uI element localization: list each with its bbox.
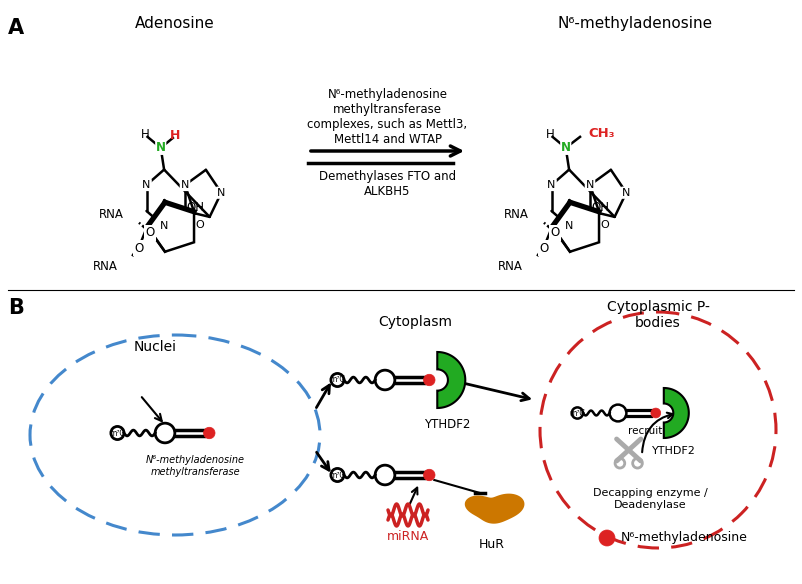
Text: YTHDF2: YTHDF2: [424, 418, 471, 431]
Text: Cytoplasmic P-
bodies: Cytoplasmic P- bodies: [606, 300, 710, 330]
Text: H: H: [141, 128, 150, 141]
Text: RNA: RNA: [92, 259, 117, 273]
Text: RNA: RNA: [504, 208, 529, 221]
Polygon shape: [465, 493, 525, 524]
Text: N: N: [142, 180, 151, 190]
Text: OH: OH: [186, 201, 204, 214]
Text: m⁷G: m⁷G: [330, 376, 346, 384]
Circle shape: [423, 470, 435, 481]
Text: O: O: [540, 242, 549, 255]
Text: N⁶-methyladenosine
methyltransferase: N⁶-methyladenosine methyltransferase: [145, 455, 245, 477]
Text: O: O: [145, 226, 155, 239]
Circle shape: [651, 408, 661, 418]
Text: N⁶-methyladenosine
methyltransferase
complexes, such as Mettl3,
Mettl14 and WTAP: N⁶-methyladenosine methyltransferase com…: [307, 88, 468, 146]
Text: RNA: RNA: [99, 208, 124, 221]
Text: m⁷G: m⁷G: [569, 408, 585, 418]
Circle shape: [423, 374, 435, 386]
Polygon shape: [147, 202, 194, 252]
Polygon shape: [664, 388, 689, 438]
Text: Nuclei: Nuclei: [133, 340, 176, 354]
Text: N: N: [160, 221, 168, 231]
Text: Cytoplasm: Cytoplasm: [378, 315, 452, 329]
Text: A: A: [8, 18, 24, 38]
Text: N⁶-methyladenosine: N⁶-methyladenosine: [621, 531, 748, 544]
Text: miRNA: miRNA: [387, 530, 429, 543]
Text: N: N: [585, 180, 594, 190]
Circle shape: [204, 427, 215, 439]
Text: RNA: RNA: [497, 259, 522, 273]
Text: N: N: [565, 221, 573, 231]
Text: OH: OH: [591, 201, 609, 214]
Text: m⁷G: m⁷G: [330, 471, 346, 479]
Text: Decapping enzyme /
Deadenylase: Decapping enzyme / Deadenylase: [593, 488, 707, 510]
Text: m⁷G: m⁷G: [109, 429, 126, 437]
Text: Demethylases FTO and
ALKBH5: Demethylases FTO and ALKBH5: [319, 170, 456, 198]
Polygon shape: [552, 202, 599, 252]
Text: H: H: [546, 128, 555, 141]
Text: N: N: [217, 187, 225, 198]
Text: B: B: [8, 298, 24, 318]
Text: recruit: recruit: [628, 426, 662, 436]
Text: N: N: [561, 141, 571, 154]
Text: N: N: [180, 180, 189, 190]
Text: YTHDF2: YTHDF2: [652, 446, 696, 456]
Text: N⁶-methyladenosine: N⁶-methyladenosine: [557, 16, 712, 31]
Text: CH₃: CH₃: [588, 127, 614, 140]
Text: O: O: [550, 226, 560, 239]
Text: H: H: [170, 130, 180, 142]
Text: O: O: [135, 242, 144, 255]
Polygon shape: [437, 352, 465, 408]
Text: O: O: [196, 220, 205, 230]
Text: N: N: [547, 180, 556, 190]
Circle shape: [599, 530, 615, 546]
Text: N: N: [622, 187, 630, 198]
Text: O: O: [601, 220, 610, 230]
Text: HuR: HuR: [479, 538, 505, 551]
Text: N: N: [156, 141, 166, 154]
Text: Adenosine: Adenosine: [135, 16, 215, 31]
